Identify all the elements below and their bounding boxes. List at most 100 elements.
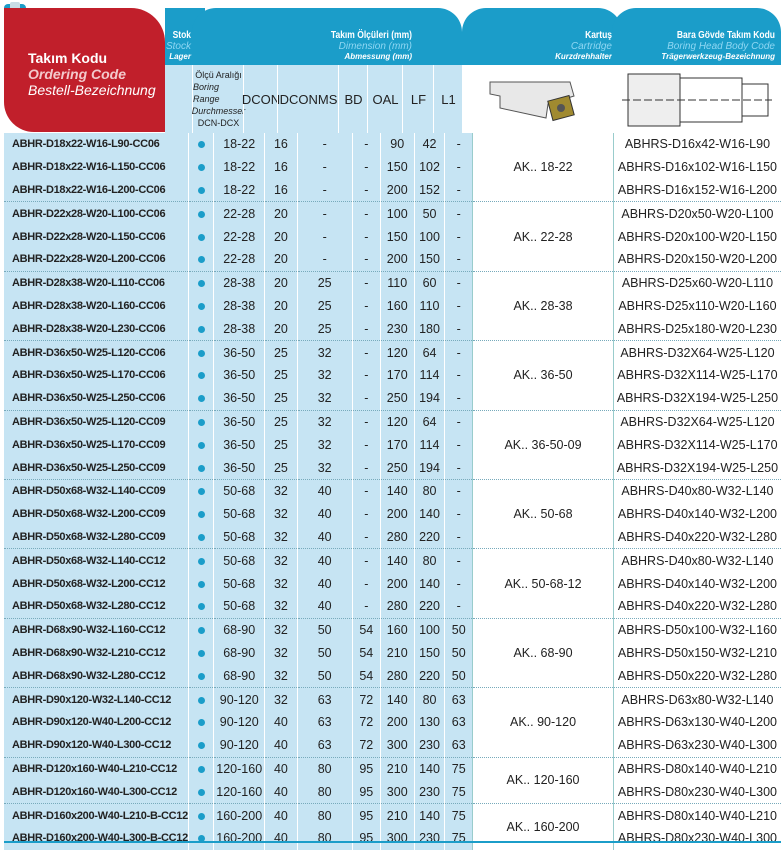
bd-cell: 54 [351, 664, 381, 688]
ordering-code: ABHR-D28x38-W20-L160-CC06 [4, 294, 189, 318]
bd-cell: - [351, 270, 381, 295]
l1-cell: - [444, 456, 473, 480]
in-stock-dot-icon [197, 372, 205, 380]
ordering-code: ABHR-D50x68-W32-L140-CC09 [4, 478, 189, 503]
in-stock-dot-icon [197, 533, 205, 541]
dconms-cell: 50 [296, 617, 353, 642]
in-stock-dot-icon [197, 141, 205, 149]
dcon-cell: 40 [264, 710, 298, 734]
ordering-code-header: Takım Kodu Ordering Code Bestell-Bezeich… [4, 8, 165, 132]
cartridge-code: AK.. 120-160 [472, 756, 614, 804]
oal-cell: 100 [379, 201, 415, 226]
l1-cell: 75 [444, 780, 473, 804]
dconms-cell: 32 [296, 386, 353, 411]
body-code: ABHRS-D63x130-W40-L200 [612, 710, 781, 734]
l1-cell: - [444, 317, 473, 341]
table-row: ABHR-D18x22-W16-L90-CC06 18-22 16- -90 42- AK… [4, 133, 781, 202]
range-cell: 68-90 [213, 617, 265, 642]
body-code: ABHRS-D20x100-W20-L150 [612, 225, 781, 248]
stock-cell [187, 548, 214, 573]
dcon-cell: 32 [264, 572, 298, 595]
table-row: ABHR-D68x90-W32-L280-CC12 68-90 32 50 54 280 2… [4, 664, 781, 688]
ordering-code: ABHR-D36x50-W25-L250-CC09 [4, 456, 189, 480]
oal-cell: 140 [379, 478, 415, 503]
dims-tr: Takım Ölçüleri (mm) [330, 30, 412, 41]
dconms-cell: - [296, 155, 353, 179]
body-code: ABHRS-D50x100-W32-L160 [612, 617, 781, 642]
dims-en: Dimension (mm) [338, 41, 412, 52]
stock-cell [187, 687, 214, 711]
bd-cell: - [351, 317, 381, 341]
cartridge-code: AK.. 50-68 [472, 478, 614, 549]
dcon-cell: 40 [264, 733, 298, 758]
range-cell: 50-68 [213, 594, 265, 619]
l1-cell: - [444, 409, 473, 434]
oal-cell: 300 [379, 733, 415, 758]
range-cell: 120-160 [213, 756, 265, 781]
bd-cell: - [351, 225, 381, 248]
oal-cell: 160 [379, 617, 415, 642]
body-de: Trägerwerkzeug-Bezeichnung [661, 52, 775, 61]
body-code: ABHRS-D32X114-W25-L170 [612, 433, 781, 457]
body-code: ABHRS-D25x180-W20-L230 [612, 317, 781, 341]
lf-cell: 130 [413, 710, 445, 734]
col-oal: OAL [367, 65, 403, 133]
body-code: ABHRS-D40x220-W32-L280 [612, 525, 781, 549]
stock-cell [187, 826, 214, 850]
l1-cell: - [444, 340, 473, 364]
lf-cell: 80 [413, 548, 445, 573]
oal-cell: 170 [379, 363, 415, 387]
body-code: ABHRS-D80x230-W40-L300 [612, 780, 781, 804]
l1-cell: - [444, 155, 473, 179]
in-stock-dot-icon [197, 418, 205, 426]
in-stock-dot-icon [197, 765, 205, 773]
oal-cell: 140 [379, 548, 415, 573]
dconms-cell: 50 [296, 641, 353, 665]
lf-cell: 110 [413, 294, 445, 318]
oal-cell: 170 [379, 433, 415, 457]
stock-cell [187, 756, 214, 781]
ordering-code: ABHR-D90x120-W40-L300-CC12 [4, 733, 189, 758]
l1-cell: - [444, 594, 473, 619]
in-stock-dot-icon [197, 325, 205, 333]
lf-cell: 42 [413, 133, 445, 156]
bd-cell: - [351, 133, 381, 156]
l1-cell: - [444, 386, 473, 411]
range-cell: 22-28 [213, 201, 265, 226]
col-l1: L1 [433, 65, 463, 133]
body-code: ABHRS-D40x140-W32-L200 [612, 502, 781, 526]
stock-cell [187, 594, 214, 619]
dconms-cell: 40 [296, 594, 353, 619]
table-row: ABHR-D50x68-W32-L280-CC12 50-68 32 40-280 22… [4, 594, 781, 619]
dimensions-header: Takım Ölçüleri (mm) Dimension (mm) Abmes… [192, 8, 462, 65]
lf-cell: 150 [413, 247, 445, 272]
oal-cell: 200 [379, 247, 415, 272]
ordering-code: ABHR-D90x120-W32-L140-CC12 [4, 687, 189, 711]
cartridge-code: AK.. 68-90 [472, 617, 614, 688]
body-code: ABHRS-D25x60-W20-L110 [612, 270, 781, 295]
dconms-cell: - [296, 247, 353, 272]
stock-cell [187, 478, 214, 503]
bd-cell: - [351, 178, 381, 202]
bd-cell: - [351, 525, 381, 549]
code-tr: Takım Kodu [28, 50, 108, 66]
stock-en: Stock [165, 41, 191, 52]
ordering-code: ABHR-D36x50-W25-L120-CC09 [4, 409, 189, 434]
body-header: Bara Gövde Takım Kodu Boring Head Body C… [612, 8, 781, 65]
stock-cell [187, 409, 214, 434]
range-cell: 36-50 [213, 340, 265, 364]
bd-cell: - [351, 478, 381, 503]
lf-cell: 64 [413, 409, 445, 434]
stock-cell [187, 155, 214, 179]
in-stock-dot-icon [197, 649, 205, 657]
oal-cell: 210 [379, 803, 415, 827]
in-stock-dot-icon [197, 441, 205, 449]
stock-cell [187, 456, 214, 480]
in-stock-dot-icon [197, 233, 205, 241]
l1-cell: 75 [444, 756, 473, 781]
ordering-code: ABHR-D22x28-W20-L100-CC06 [4, 201, 189, 226]
l1-cell: 75 [444, 826, 473, 850]
dconms-cell: 25 [296, 294, 353, 318]
stock-cell [187, 433, 214, 457]
lf-cell: 140 [413, 572, 445, 595]
